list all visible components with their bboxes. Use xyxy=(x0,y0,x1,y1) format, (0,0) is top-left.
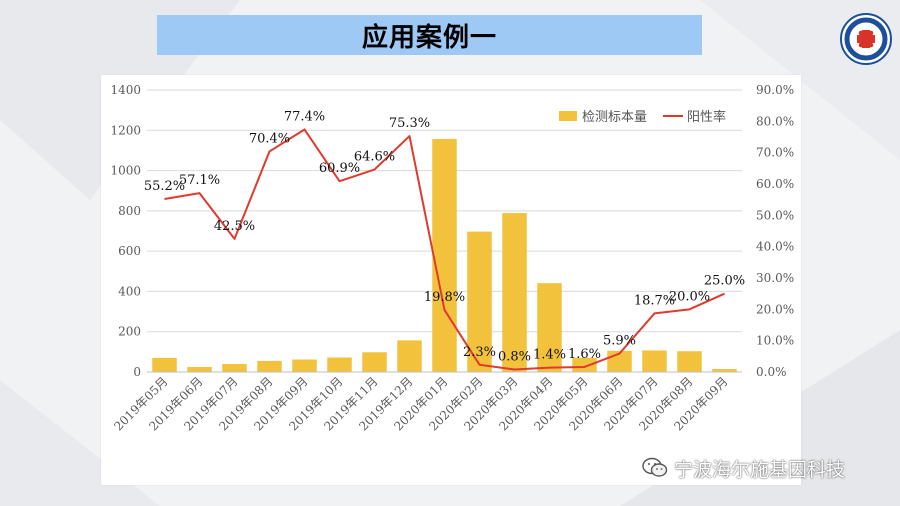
bar xyxy=(712,368,737,372)
y-right-tick-label: 70.0% xyxy=(756,146,794,160)
data-label: 18.7% xyxy=(634,293,675,308)
bar xyxy=(257,360,282,372)
data-label: 42.5% xyxy=(214,219,255,234)
data-label: 75.3% xyxy=(389,116,430,131)
bar xyxy=(362,352,387,372)
y-left-tick-label: 1000 xyxy=(110,164,141,178)
y-left-tick-label: 0 xyxy=(133,365,141,379)
chart-panel: 55.2% 57.1% 42.5% 70.4% 77.4% 60.9% 64.6% 75.3%… xyxy=(101,75,801,485)
y-left-tick-label: 600 xyxy=(118,244,141,258)
y-right-tick-label: 50.0% xyxy=(756,208,794,222)
legend-label-line: 阳性率 xyxy=(687,109,726,125)
y-right-tick-label: 10.0% xyxy=(756,334,794,348)
bar xyxy=(327,357,352,372)
y-left-tick-label: 400 xyxy=(118,284,141,298)
title-banner: 应用案例一 xyxy=(157,15,702,55)
y-right-tick-label: 60.0% xyxy=(756,177,794,191)
data-label: 1.4% xyxy=(533,348,566,363)
slide-title: 应用案例一 xyxy=(361,22,497,53)
line-series xyxy=(164,128,725,371)
y-right-tick-label: 0.0% xyxy=(756,365,787,379)
legend-swatch-bar xyxy=(559,111,577,121)
data-label: 64.6% xyxy=(354,150,395,165)
legend: 检测标本量 阳性率 xyxy=(559,109,726,125)
data-label: 0.8% xyxy=(498,349,531,364)
data-label: 77.4% xyxy=(284,109,325,124)
y-right-tick-label: 40.0% xyxy=(756,240,794,254)
data-label: 57.1% xyxy=(179,173,220,188)
y-left-tick-label: 1400 xyxy=(110,83,141,97)
watermark-text: 宁波海尔施基因科技 xyxy=(674,458,846,481)
y-right-tick-label: 90.0% xyxy=(756,83,794,97)
bar xyxy=(222,363,247,372)
data-label: 60.9% xyxy=(319,161,360,176)
bar xyxy=(642,350,667,372)
watermark: 宁波海尔施基因科技 xyxy=(642,455,845,481)
bar xyxy=(572,357,597,372)
bar-series xyxy=(152,138,737,372)
bar xyxy=(502,213,527,372)
legend-label-bar: 检测标本量 xyxy=(582,110,647,125)
data-label: 20.0% xyxy=(669,289,710,304)
bar xyxy=(152,357,177,372)
bar xyxy=(292,359,317,372)
y-left-tick-label: 800 xyxy=(118,204,141,218)
bar xyxy=(677,351,702,372)
hospital-logo xyxy=(840,13,892,65)
bar xyxy=(187,366,212,372)
data-labels: 55.2%57.1% 42.5% 70.4% 77.4% 60.9%64.6% 75.3%… xyxy=(144,109,745,364)
data-label: 25.0% xyxy=(704,274,745,289)
bar xyxy=(467,231,492,372)
y-right-tick-label: 80.0% xyxy=(756,114,794,128)
data-label: 5.9% xyxy=(603,334,636,349)
bar xyxy=(397,340,422,372)
data-label: 55.2% xyxy=(144,179,185,194)
bar xyxy=(432,138,457,372)
bar xyxy=(537,283,562,372)
y-left-tick-label: 200 xyxy=(118,325,141,339)
y-right-tick-label: 30.0% xyxy=(756,271,794,285)
chart: 55.2%57.1% 42.5% 70.4% 77.4% 60.9%64.6% 75.3%… xyxy=(110,83,794,433)
data-label: 19.8% xyxy=(424,290,465,305)
positive-rate-line xyxy=(164,128,725,371)
data-label: 70.4% xyxy=(249,131,290,146)
data-label: 1.6% xyxy=(568,347,601,362)
wechat-icon xyxy=(642,457,668,477)
data-label: 2.3% xyxy=(463,345,496,360)
y-left-tick-label: 1200 xyxy=(110,123,141,137)
y-right-tick-label: 20.0% xyxy=(756,302,794,316)
